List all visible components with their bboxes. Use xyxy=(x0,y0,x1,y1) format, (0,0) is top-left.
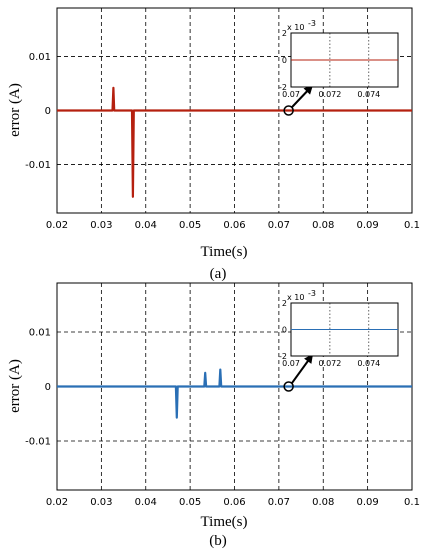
inset-y-tick-label: -2 xyxy=(279,352,287,361)
inset: 0.07 0.072 0.074 2 0 -2 x 10 -3 xyxy=(279,289,399,368)
inset-y-tick-label: -2 xyxy=(279,83,287,92)
y-tick-label: 0.01 xyxy=(29,328,51,339)
inset-x-tick-label: 0.07 xyxy=(282,359,300,368)
x-tick-label: 0.09 xyxy=(356,220,378,231)
y-tick-label: 0 xyxy=(45,382,51,393)
inset-y-tick-label: 0 xyxy=(282,326,287,335)
x-tick-label: 0.04 xyxy=(135,220,157,231)
zoom-marker xyxy=(283,381,294,392)
inset-x-tick-label: 0.074 xyxy=(357,90,380,99)
y-tick-label: -0.01 xyxy=(25,436,51,447)
ylabel-b: error (A) xyxy=(7,359,23,413)
x-tick-label: 0.07 xyxy=(268,220,290,231)
inset-y-tick-label: 0 xyxy=(282,56,287,65)
inset-y-tick-label: 2 xyxy=(282,29,287,38)
inset-exponent-label: x 10 xyxy=(287,23,304,32)
x-tick-label: 0.03 xyxy=(90,220,112,231)
xlabel-b: Time(s) xyxy=(201,514,248,530)
x-tick-label: 0.07 xyxy=(268,497,290,508)
x-tick-label: 0.02 xyxy=(46,497,68,508)
inset-x-tick-label: 0.074 xyxy=(357,359,380,368)
inset-exponent: -3 xyxy=(308,289,316,298)
inset-exponent: -3 xyxy=(308,19,316,28)
inset-x-tick-label: 0.072 xyxy=(318,90,341,99)
x-tick-label: 0.05 xyxy=(179,497,201,508)
xlabel-a: Time(s) xyxy=(201,244,248,260)
x-tick-label: 0.1 xyxy=(404,220,420,231)
inset-x-tick-label: 0.07 xyxy=(282,90,300,99)
caption-a: (a) xyxy=(210,266,227,282)
y-tick-label: 0.01 xyxy=(29,52,51,63)
x-tick-label: 0.04 xyxy=(135,497,157,508)
x-tick-label: 0.09 xyxy=(356,497,378,508)
caption-b: (b) xyxy=(209,533,227,549)
x-tick-label: 0.06 xyxy=(223,497,245,508)
panel-a: error (A) Time(s) (a) 0.02 0.03 0.04 0.05 0.… xyxy=(7,7,420,282)
inset-x-tick-label: 0.072 xyxy=(318,359,341,368)
x-tick-label: 0.08 xyxy=(312,497,334,508)
x-tick-label: 0.03 xyxy=(90,497,112,508)
zoom-marker xyxy=(283,105,294,116)
x-tick-label: 0.06 xyxy=(223,220,245,231)
y-tick-label: -0.01 xyxy=(25,160,51,171)
ylabel-a: error (A) xyxy=(7,83,23,137)
x-tick-label: 0.1 xyxy=(404,497,420,508)
series-line xyxy=(57,368,412,419)
inset: 0.07 0.072 0.074 2 0 -2 x 10 -3 xyxy=(279,19,399,99)
x-tick-label: 0.05 xyxy=(179,220,201,231)
inset-y-tick-label: 2 xyxy=(282,299,287,308)
x-tick-label: 0.02 xyxy=(46,220,68,231)
x-tick-label: 0.08 xyxy=(312,220,334,231)
y-tick-label: 0 xyxy=(45,106,51,117)
inset-exponent-label: x 10 xyxy=(287,293,304,302)
series-line xyxy=(57,86,412,198)
panel-b: error (A) Time(s) (b) 0.02 0.03 0.04 0.05 0.… xyxy=(7,282,420,549)
